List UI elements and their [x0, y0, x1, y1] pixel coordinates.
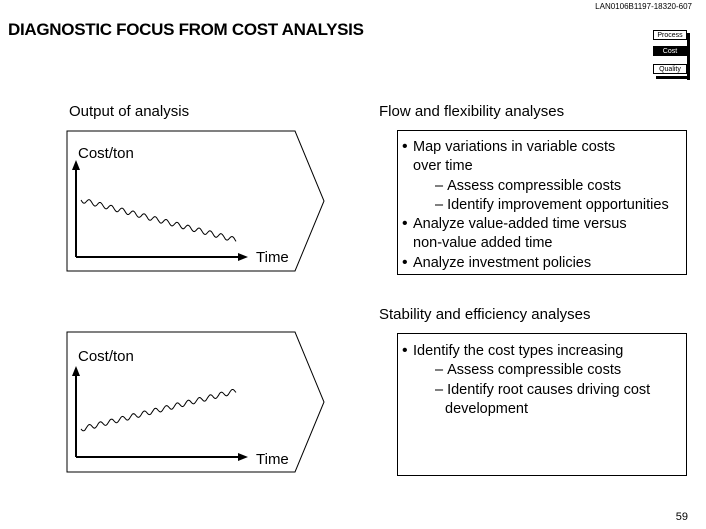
tracker-item-quality[interactable]: Quality: [653, 64, 687, 74]
bottom-chart-y-arrow: [72, 366, 80, 376]
bottom-heading: Stability and efficiency analyses: [379, 306, 591, 323]
document-id: LAN0106B1197-18320-607: [595, 2, 692, 11]
top-chart-x-arrow: [238, 253, 248, 261]
bottom-chart-panel: Cost/ton Time: [66, 331, 325, 473]
bottom-chart-ylabel: Cost/ton: [78, 348, 134, 365]
sub-bullet-item: Assess compressible costs: [447, 362, 622, 379]
bullet-continuation: over time: [413, 158, 473, 175]
page-number: 59: [675, 511, 688, 523]
bottom-chart-xlabel: Time: [256, 451, 289, 468]
bottom-chart-x-arrow: [238, 453, 248, 461]
tracker-item-process[interactable]: Process: [653, 30, 687, 40]
bullet-continuation: non-value added time: [413, 235, 553, 252]
page-title: DIAGNOSTIC FOCUS FROM COST ANALYSIS: [8, 20, 364, 39]
top-chart-xlabel: Time: [256, 249, 289, 266]
bullet-item: Analyze value-added time versus: [401, 214, 669, 234]
sub-bullet-item: Identify improvement opportunities: [447, 196, 669, 213]
sub-bullet-item: Identify root causes driving cost: [447, 381, 651, 398]
bullet-item: Map variations in variable costs: [401, 137, 669, 157]
section-tracker: Process Cost Quality: [653, 30, 690, 80]
sub-bullet-item: Assess compressible costs: [447, 177, 622, 194]
top-heading: Flow and flexibility analyses: [379, 103, 565, 120]
bullet-item: Identify the cost types increasing: [401, 341, 650, 361]
top-chart-panel: Cost/ton Time: [66, 130, 325, 272]
top-chart-trend-line: [80, 199, 237, 242]
sub-bullet-continuation: development: [445, 400, 529, 417]
tracker-item-cost[interactable]: Cost: [653, 46, 687, 56]
bullet-item: Analyze investment policies: [401, 253, 669, 273]
top-text-box: Map variations in variable costs over ti…: [397, 130, 687, 275]
bottom-text-box: Identify the cost types increasing –Asse…: [397, 333, 687, 476]
left-heading: Output of analysis: [69, 103, 190, 120]
top-chart-ylabel: Cost/ton: [78, 145, 134, 162]
top-chart-y-arrow: [72, 160, 80, 170]
bottom-chart-trend-line: [80, 389, 237, 432]
